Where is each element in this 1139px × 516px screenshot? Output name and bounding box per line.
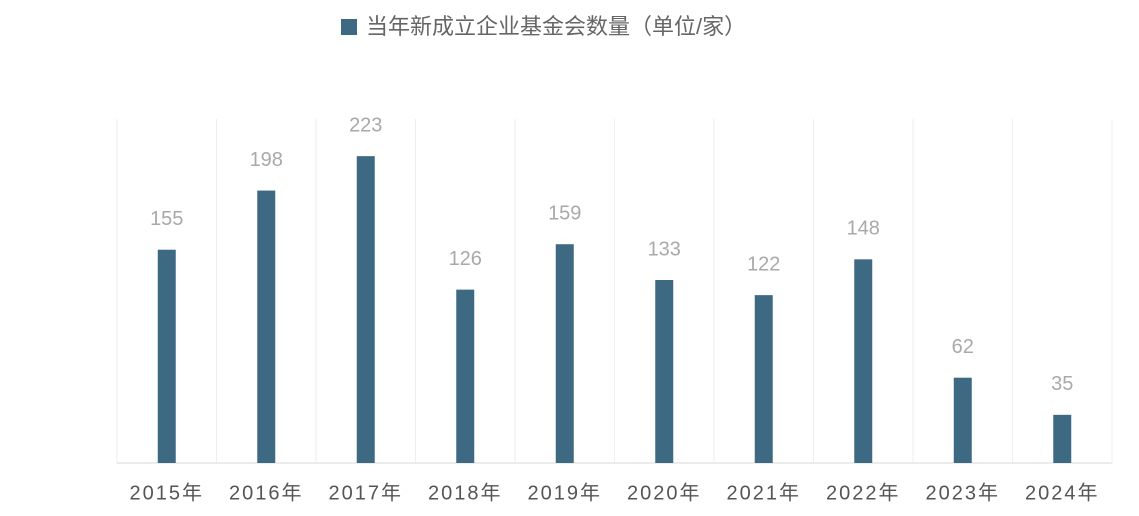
bar: [157, 249, 176, 463]
value-label: 35: [1051, 373, 1073, 395]
x-tick-label: 2018年: [428, 481, 503, 504]
bar: [953, 377, 972, 463]
x-tick-label: 2015年: [130, 481, 205, 504]
value-label: 133: [648, 238, 681, 260]
value-label: 159: [548, 202, 581, 224]
bar: [854, 259, 873, 463]
value-label: 198: [250, 149, 283, 171]
value-label: 62: [952, 336, 974, 358]
x-tick-label: 2021年: [727, 481, 802, 504]
value-label: 223: [349, 114, 382, 136]
legend: 当年新成立企业基金会数量（单位/家）: [341, 14, 746, 39]
x-tick-label: 2023年: [926, 481, 1001, 504]
x-tick-label: 2022年: [826, 481, 901, 504]
bar: [356, 156, 375, 464]
legend-label: 当年新成立企业基金会数量（单位/家）: [366, 14, 746, 39]
x-tick-label: 2016年: [229, 481, 304, 504]
x-tick-label: 2020年: [627, 481, 702, 504]
bar: [655, 279, 674, 463]
value-label: 155: [150, 208, 183, 230]
bar: [555, 244, 574, 463]
bar: [456, 289, 475, 463]
legend-swatch: [341, 19, 357, 35]
x-tick-label: 2019年: [528, 481, 603, 504]
value-label: 148: [847, 218, 880, 240]
value-label: 126: [449, 248, 482, 270]
bar: [257, 190, 276, 463]
x-tick-label: 2017年: [329, 481, 404, 504]
value-label: 122: [747, 253, 780, 275]
bar: [1053, 414, 1072, 463]
bar: [754, 295, 773, 463]
x-tick-label: 2024年: [1025, 481, 1100, 504]
